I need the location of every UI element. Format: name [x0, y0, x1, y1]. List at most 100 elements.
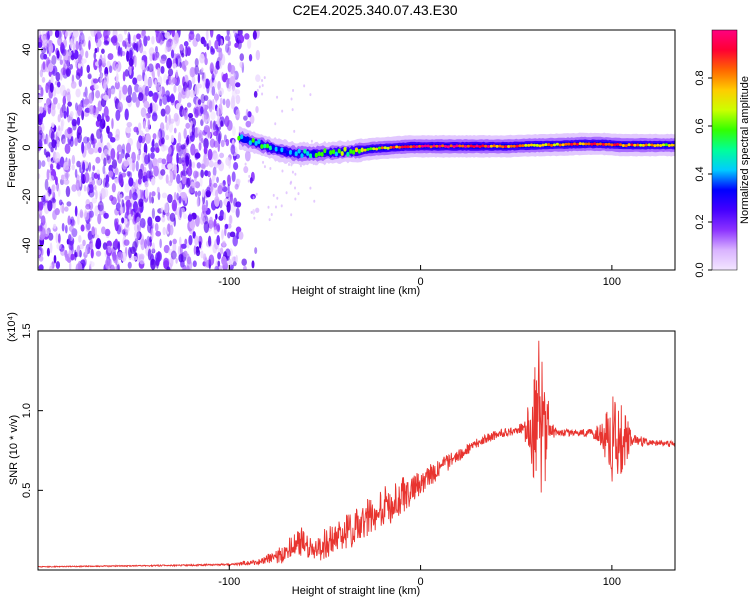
- spectrogram-noise-cell: [67, 50, 72, 57]
- spectrogram-noise-cell: [54, 30, 60, 38]
- spectrogram-noise-cell: [45, 97, 51, 105]
- spectrogram-noise-cell: [107, 30, 111, 36]
- spectrogram-noise-cell: [231, 87, 238, 100]
- spectrogram-noise-cell: [230, 97, 236, 110]
- spectrogram-noise-cell: [198, 142, 202, 151]
- spectrogram-noise-cell: [232, 99, 236, 109]
- spectrogram-noise-cell: [176, 192, 179, 201]
- spectrogram-noise-cell: [227, 39, 231, 47]
- spectrogram-noise-cell: [62, 30, 66, 35]
- spectrogram-noise-cell: [218, 133, 221, 145]
- spectrogram-noise-cell: [288, 163, 291, 167]
- spectrogram-noise-cell: [67, 30, 72, 38]
- spectrogram-noise-cell: [181, 157, 186, 163]
- spectrogram-noise-cell: [119, 205, 124, 215]
- spectrogram-noise-cell: [218, 50, 223, 61]
- spectrogram-noise-cell: [131, 160, 136, 172]
- spectrogram-noise-cell: [108, 164, 114, 173]
- spectrogram-noise-cell: [43, 53, 48, 60]
- spectrogram-noise-cell: [209, 62, 214, 74]
- spectrogram-noise-cell: [107, 87, 112, 99]
- spectrogram-noise-cell: [200, 93, 206, 104]
- spectrogram-noise-cell: [150, 152, 155, 159]
- spectrogram-noise-cell: [64, 225, 68, 234]
- spectrogram-noise-cell: [215, 223, 220, 232]
- spectrogram-noise-cell: [214, 92, 218, 103]
- spectrogram-noise-cell: [148, 191, 152, 204]
- spectrogram-ridge-cell: [441, 144, 445, 148]
- spectrogram-noise-cell: [153, 52, 159, 61]
- spectrogram-noise-cell: [56, 139, 60, 148]
- spectrogram-noise-cell: [146, 35, 151, 41]
- spectrogram-noise-cell: [217, 252, 222, 260]
- spectrogram-noise-cell: [210, 111, 216, 121]
- spectrogram-ridge-cell: [466, 144, 470, 148]
- spectrogram-noise-cell: [46, 247, 50, 257]
- spectrogram-noise-cell: [38, 249, 41, 256]
- spectrogram-noise-cell: [79, 32, 85, 45]
- spectrogram-noise-cell: [191, 123, 195, 136]
- spectrogram-noise-cell: [243, 166, 249, 174]
- spectrogram-noise-cell: [56, 50, 60, 59]
- spectrogram-ridge-cell: [641, 143, 646, 147]
- spectrogram-noise-cell: [194, 65, 200, 75]
- spectrogram-noise-cell: [185, 122, 191, 129]
- spectrogram-ridge-cell: [363, 148, 367, 152]
- spectrogram-noise-cell: [227, 183, 230, 194]
- spectrogram-y-tick-label: 40: [21, 43, 33, 55]
- spectrogram-ridge-cell: [659, 144, 663, 147]
- spectrogram-ridge-cell: [423, 144, 427, 148]
- spectrogram-ridge-cell: [283, 148, 287, 154]
- spectrogram-noise-cell: [38, 41, 43, 49]
- spectrogram-noise-cell: [196, 197, 200, 207]
- spectrogram-noise-cell: [188, 31, 195, 41]
- spectrogram-noise-cell: [169, 240, 172, 247]
- spectrogram-noise-cell: [49, 175, 54, 182]
- spectrogram-ridge-cell: [357, 148, 361, 154]
- spectrogram-noise-cell: [142, 132, 146, 139]
- spectrogram-noise-cell: [42, 61, 46, 71]
- spectrogram-noise-cell: [211, 174, 216, 181]
- spectrogram-noise-cell: [109, 264, 116, 270]
- spectrogram-noise-cell: [137, 122, 142, 132]
- spectrogram-noise-cell: [121, 217, 125, 224]
- spectrogram-noise-cell: [160, 137, 165, 145]
- spectrogram-noise-cell: [76, 116, 81, 126]
- spectrogram-noise-cell: [139, 217, 146, 229]
- spectrogram-noise-cell: [75, 179, 80, 192]
- spectrogram-noise-cell: [187, 214, 193, 222]
- spectrogram-ridge-cell: [331, 149, 336, 155]
- spectrogram-noise-cell: [145, 133, 151, 144]
- spectrogram-noise-cell: [203, 39, 207, 47]
- spectrogram-noise-cell: [53, 97, 58, 105]
- spectrogram-noise-cell: [210, 46, 214, 53]
- spectrogram-noise-cell: [125, 95, 132, 103]
- spectrogram-noise-cell: [89, 261, 95, 268]
- spectrogram-noise-cell: [194, 57, 199, 68]
- colorbar-tick-label: 0.2: [694, 214, 706, 229]
- spectrogram-noise-cell: [75, 72, 81, 80]
- spectrogram-noise-cell: [161, 215, 166, 223]
- spectrogram-ridge-cell: [633, 143, 637, 147]
- spectrogram-noise-cell: [92, 164, 96, 172]
- spectrogram-x-ticks: -100 0 100: [218, 265, 621, 288]
- spectrogram-ridge-cell: [288, 150, 293, 155]
- spectrogram-noise-cell: [179, 207, 182, 219]
- spectrogram-noise-cell: [49, 265, 53, 270]
- spectrogram-noise-cell: [140, 238, 145, 251]
- spectrogram-ridge-cell: [529, 143, 534, 147]
- spectrogram-noise-cell: [229, 214, 232, 224]
- spectrogram-noise-cell: [130, 209, 134, 217]
- spectrogram-noise-cell: [126, 41, 132, 48]
- spectrogram-noise-cell: [160, 207, 164, 213]
- spectrogram-noise-cell: [165, 134, 170, 141]
- spectrogram-noise-cell: [64, 206, 69, 212]
- spectrogram-noise-cell: [183, 250, 188, 258]
- spectrogram-noise-cell: [95, 156, 101, 164]
- spectrogram-ridge-cell: [593, 142, 597, 146]
- spectrogram-noise-cell: [55, 84, 61, 95]
- spectrogram-ridge-cell: [664, 143, 669, 147]
- spectrogram-noise-cell: [164, 31, 171, 39]
- spectrogram-noise-cell: [220, 139, 225, 148]
- spectrogram-noise-cell: [167, 68, 174, 77]
